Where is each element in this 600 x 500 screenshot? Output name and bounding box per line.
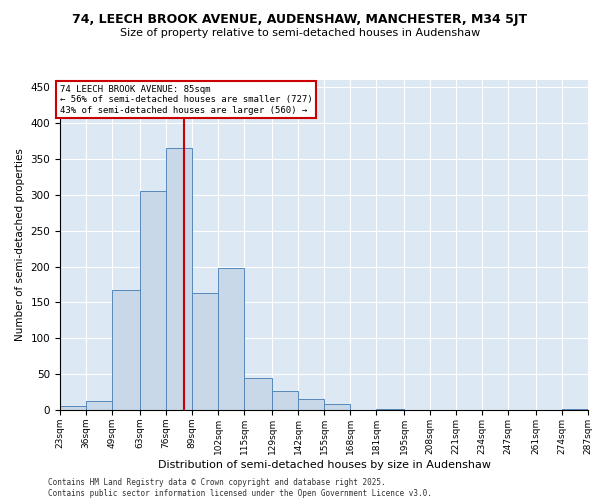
Bar <box>324 404 350 410</box>
Bar <box>298 398 324 410</box>
Text: Size of property relative to semi-detached houses in Audenshaw: Size of property relative to semi-detach… <box>120 28 480 38</box>
Text: 74, LEECH BROOK AVENUE, AUDENSHAW, MANCHESTER, M34 5JT: 74, LEECH BROOK AVENUE, AUDENSHAW, MANCH… <box>73 12 527 26</box>
Bar <box>244 378 272 410</box>
Bar <box>112 290 140 410</box>
Bar <box>166 148 192 410</box>
Bar <box>60 406 86 410</box>
Bar <box>86 402 112 410</box>
Y-axis label: Number of semi-detached properties: Number of semi-detached properties <box>15 148 25 342</box>
X-axis label: Distribution of semi-detached houses by size in Audenshaw: Distribution of semi-detached houses by … <box>157 460 491 469</box>
Text: Contains HM Land Registry data © Crown copyright and database right 2025.
Contai: Contains HM Land Registry data © Crown c… <box>48 478 432 498</box>
Bar <box>192 293 218 410</box>
Bar <box>140 191 166 410</box>
Bar <box>272 392 298 410</box>
Bar <box>562 408 588 410</box>
Text: 74 LEECH BROOK AVENUE: 85sqm
← 56% of semi-detached houses are smaller (727)
43%: 74 LEECH BROOK AVENUE: 85sqm ← 56% of se… <box>60 85 313 115</box>
Bar <box>218 268 244 410</box>
